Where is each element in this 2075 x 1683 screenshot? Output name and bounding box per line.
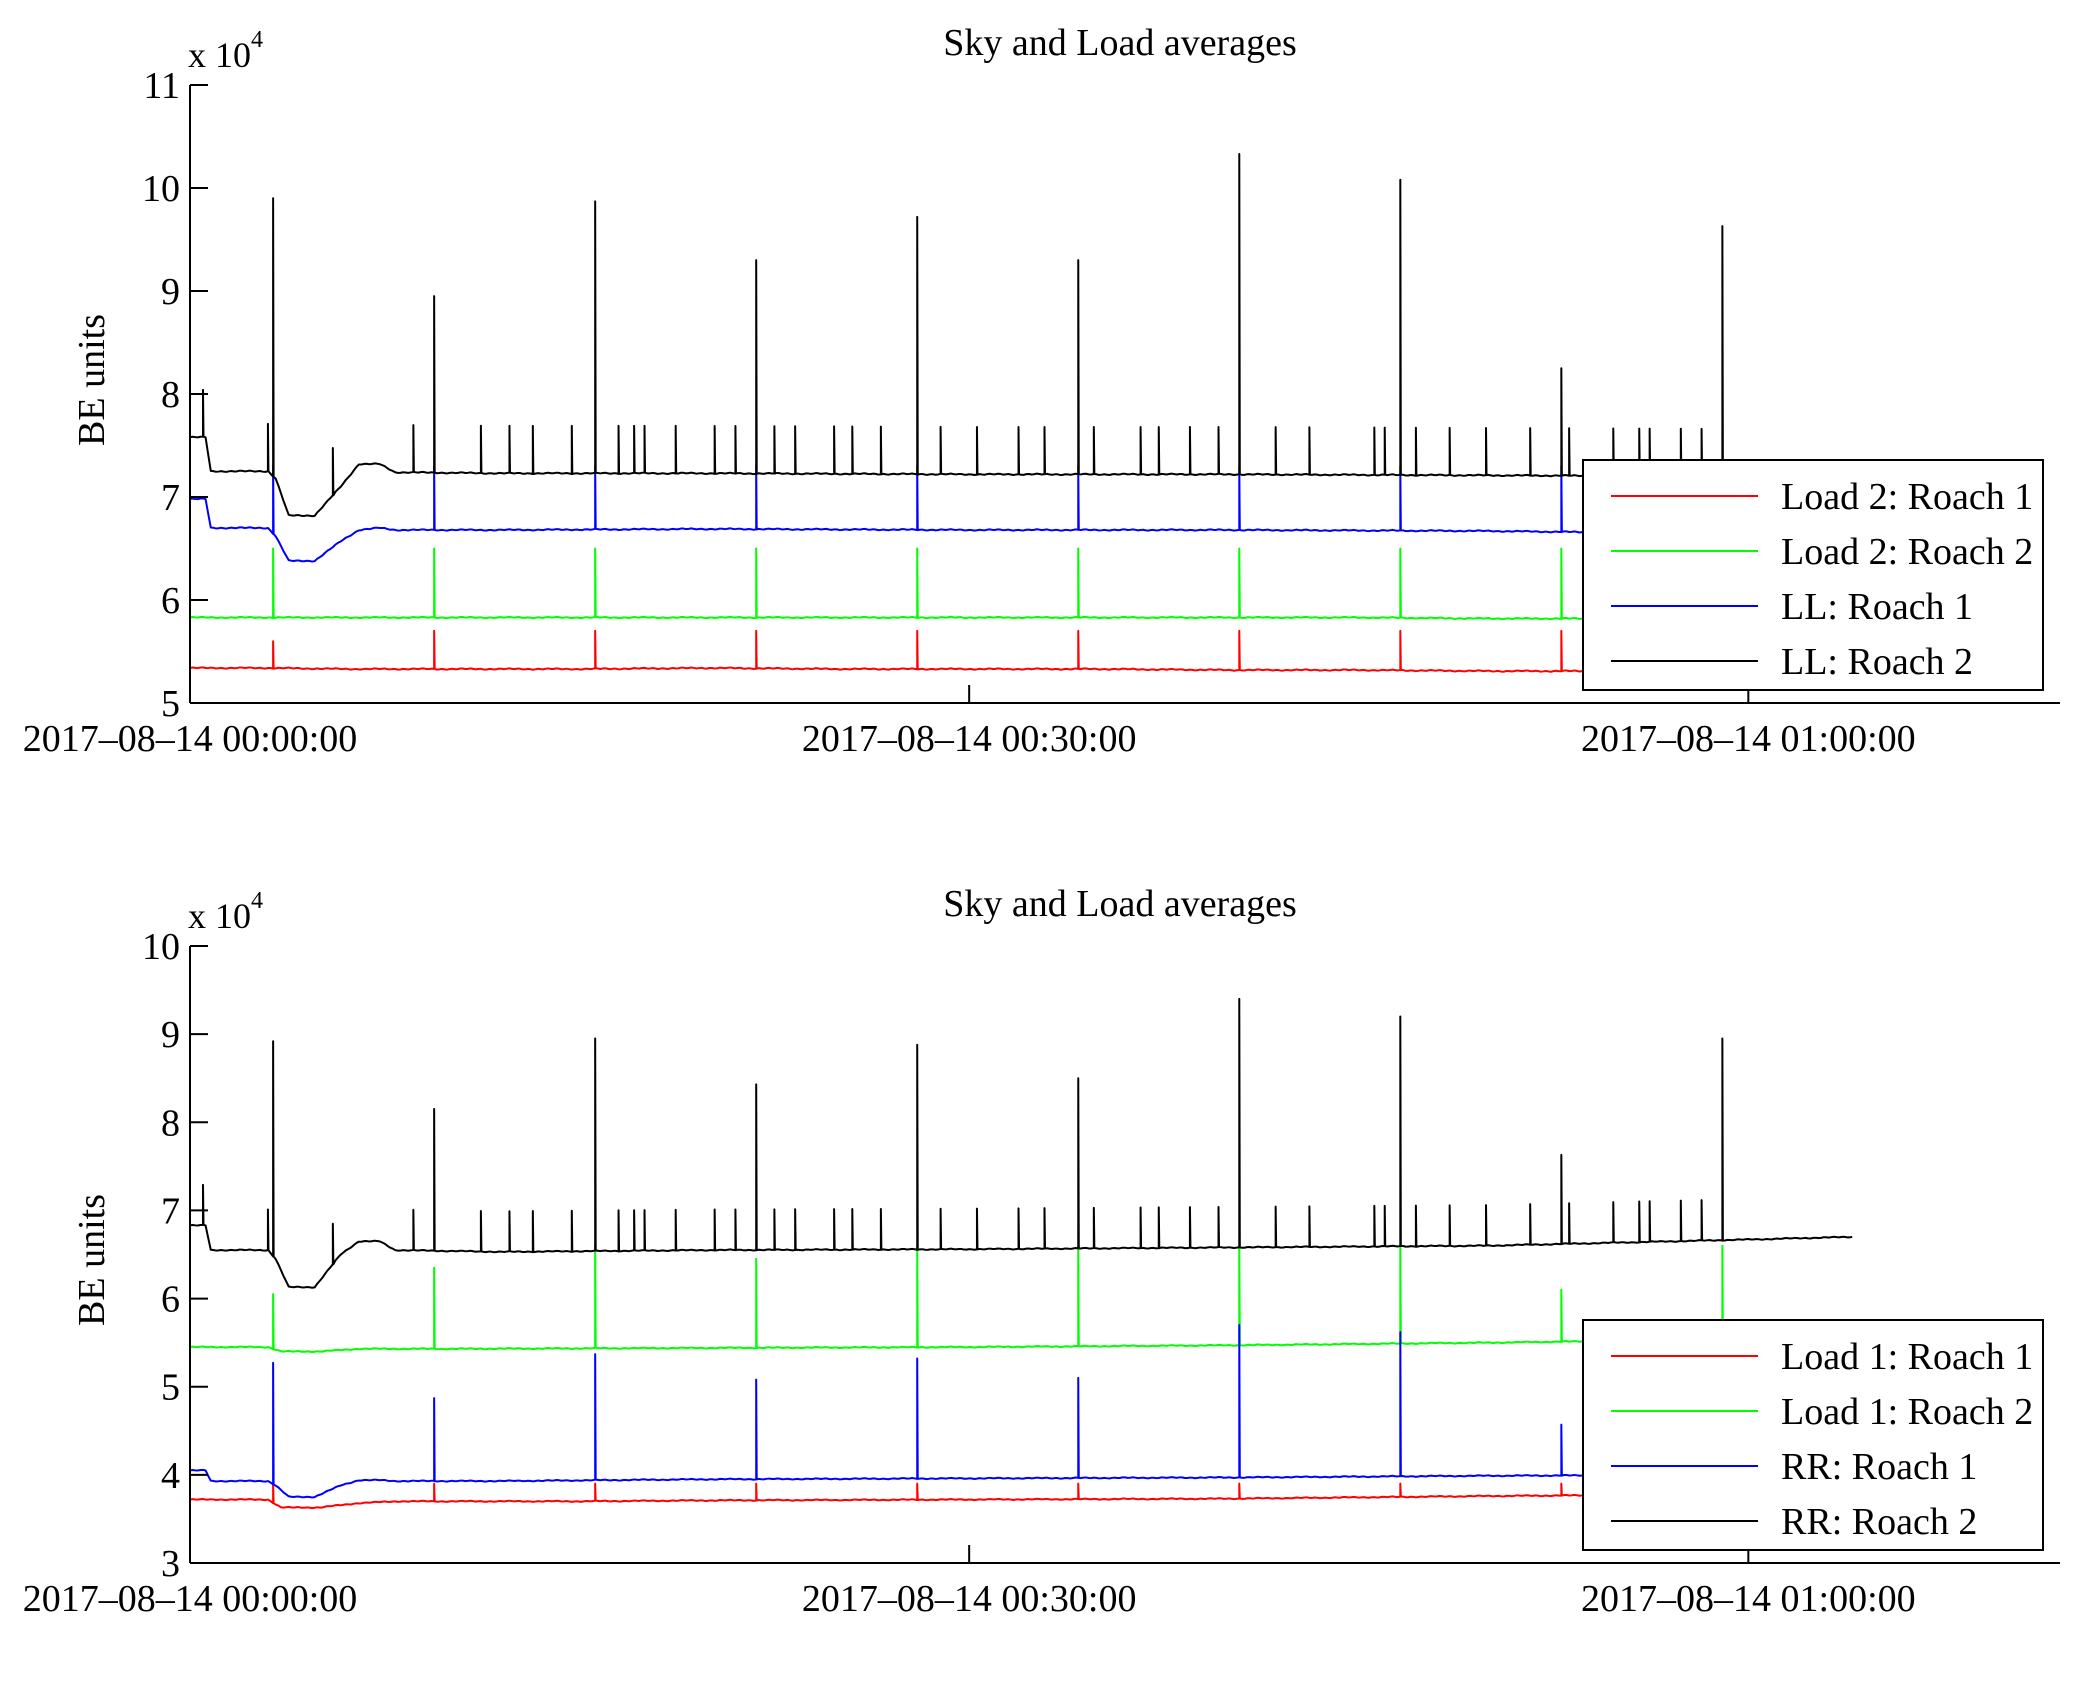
chart-title: Sky and Load averages [943, 22, 1297, 64]
y-tick-label: 6 [161, 1279, 180, 1321]
y-tick-label: 8 [161, 1102, 180, 1144]
y-tick-label: 4 [161, 1455, 180, 1497]
x-tick-label: 2017–08–14 00:30:00 [802, 1578, 1137, 1620]
y-tick-label: 5 [161, 1367, 180, 1409]
legend-entry-label: LL: Roach 1 [1781, 586, 1973, 628]
legend-box [1582, 1319, 2044, 1551]
x-tick-label: 2017–08–14 00:00:00 [23, 1578, 358, 1620]
legend-box [1582, 459, 2044, 691]
series-line-3 [189, 1324, 1853, 1499]
x-tick-label: 2017–08–14 01:00:00 [1581, 1578, 1916, 1620]
y-tick-label: 3 [161, 1543, 180, 1585]
y-tick-label: 10 [142, 168, 180, 210]
y-axis-label: BE units [71, 1194, 113, 1326]
axes: 5 6 7 8 9 10 11 2017–08–14 00:00:00 2017–08–14 0… [23, 65, 2060, 760]
axes: 3 4 5 6 7 8 9 10 2017–08–14 00:00:00 2017–08–14 0… [23, 926, 2060, 1620]
y-tick-label: 5 [161, 683, 180, 725]
y-tick-label: 9 [161, 271, 180, 313]
legend: Load 1: Roach 1 Load 1: Roach 2 RR: Roach … [1582, 1319, 2044, 1551]
legend-entry-label: RR: Roach 2 [1781, 1501, 1977, 1543]
legend: Load 2: Roach 1 Load 2: Roach 2 LL: Roach … [1582, 459, 2044, 691]
plot-area [189, 153, 1853, 673]
chart-title: Sky and Load averages [943, 883, 1297, 925]
x-tick-label: 2017–08–14 00:30:00 [802, 718, 1137, 760]
series-line-1 [189, 629, 1853, 673]
x-tick-label: 2017–08–14 00:00:00 [23, 718, 358, 760]
series-line-1 [189, 1482, 1853, 1510]
plot-area [189, 997, 1853, 1510]
y-tick-label: 7 [161, 1190, 180, 1232]
y-tick-label: 11 [143, 65, 180, 107]
series-line-2 [189, 547, 1853, 621]
chart-top: Sky and Load averages x 104 BE units 5 6 7… [23, 22, 2060, 760]
legend-entry-label: Load 1: Roach 2 [1781, 1391, 2033, 1433]
legend-entry-label: Load 2: Roach 1 [1781, 476, 2033, 518]
y-axis-label: BE units [71, 314, 113, 446]
legend-entry-label: LL: Roach 2 [1781, 641, 1973, 683]
x-tick-label: 2017–08–14 01:00:00 [1581, 718, 1916, 760]
y-tick-label: 6 [161, 580, 180, 622]
legend-entry-label: Load 2: Roach 2 [1781, 531, 2033, 573]
series-line-4 [189, 997, 1853, 1289]
y-tick-label: 9 [161, 1014, 180, 1056]
series-line-2 [189, 1244, 1853, 1354]
y-multiplier: x 104 [188, 27, 263, 75]
legend-entry-label: RR: Roach 1 [1781, 1446, 1977, 1488]
y-tick-label: 7 [161, 477, 180, 519]
y-tick-label: 8 [161, 374, 180, 416]
series-line-3 [189, 465, 1853, 563]
y-tick-label: 10 [142, 926, 180, 968]
y-multiplier: x 104 [188, 888, 263, 936]
series-line-4 [189, 153, 1853, 518]
legend-entry-label: Load 1: Roach 1 [1781, 1336, 2033, 1378]
chart-bottom: Sky and Load averages x 104 BE units 3 4 5… [23, 883, 2060, 1620]
